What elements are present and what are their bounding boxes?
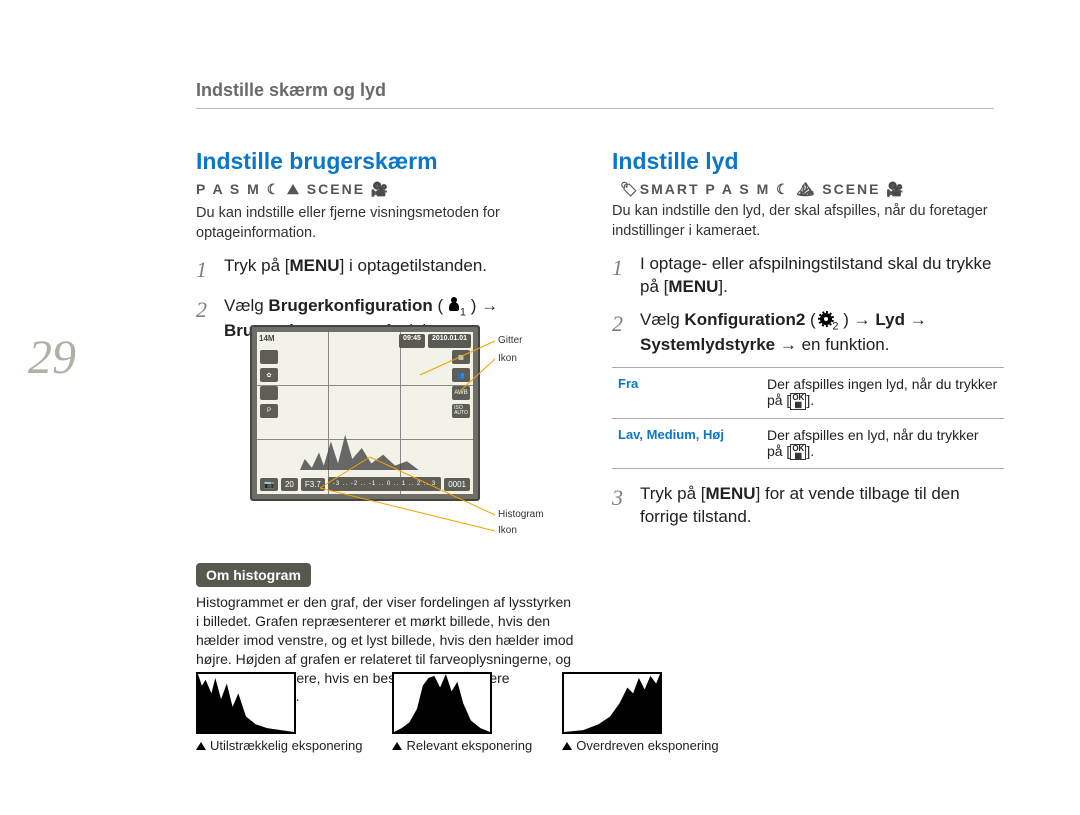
lcd-chip: 👥	[452, 368, 470, 382]
right-column: Indstille lyd 🏷SMART P A S M ☾ ⛰ SCENE 🎥…	[612, 148, 1004, 539]
lcd-histogram	[300, 426, 419, 470]
step-text: Tryk på [MENU] i optagetilstanden.	[224, 255, 576, 285]
gear-icon	[820, 313, 832, 325]
option-value: Der afspilles ingen lyd, når du trykker …	[761, 368, 1004, 418]
lcd-size: 14M	[259, 334, 275, 348]
histogram-examples: Utilstrækkelig eksponering Relevant eksp…	[196, 672, 719, 754]
right-intro: Du kan indstille den lyd, der skal afspi…	[612, 202, 1004, 241]
lcd-inner: 14M 09:45 2010.01.01 ✿ P ▦ 👥 AWB ISOAUTO	[257, 332, 473, 494]
callout-ikon2: Ikon	[498, 525, 517, 536]
step-number: 1	[612, 253, 640, 299]
step-text: I optage- eller afspilningstilstand skal…	[640, 253, 1004, 299]
histogram-box	[392, 672, 492, 734]
right-title: Indstille lyd	[612, 148, 739, 175]
option-key: Fra	[612, 368, 761, 418]
right-step-2: 2 Vælg Konfiguration2 ( 2 ) → Lyd → Syst…	[612, 309, 1004, 357]
lcd-exposure-scale: -3 .. -2 .. -1 .. 0 .. 1 .. 2 .. 3	[328, 477, 441, 491]
option-value: Der afspilles en lyd, når du trykker på …	[761, 418, 1004, 468]
lcd-left-icons: ✿ P	[260, 350, 278, 418]
header-divider	[196, 108, 994, 109]
sound-options-table: Fra Der afspilles ingen lyd, når du tryk…	[612, 367, 1004, 469]
histogram-caption: Utilstrækkelig eksponering	[196, 738, 362, 754]
lcd-chip	[260, 350, 278, 364]
histogram-caption: Relevant eksponering	[392, 738, 532, 754]
lcd-fnumber: F3.7	[301, 478, 325, 491]
table-row: Fra Der afspilles ingen lyd, når du tryk…	[612, 368, 1004, 418]
histogram-example: Overdreven eksponering	[562, 672, 718, 754]
lcd-cam-icon: 📷	[260, 478, 278, 491]
step-number: 2	[196, 295, 224, 343]
right-step-3: 3 Tryk på [MENU] for at vende tilbage ti…	[612, 483, 1004, 529]
callout-gitter: Gitter	[498, 335, 522, 346]
right-step-1: 1 I optage- eller afspilningstilstand sk…	[612, 253, 1004, 299]
left-intro: Du kan indstille eller fjerne visningsme…	[196, 204, 576, 243]
person-icon	[448, 297, 460, 311]
histogram-example: Relevant eksponering	[392, 672, 532, 754]
lcd-count: 0001	[444, 478, 470, 491]
option-key: Lav, Medium, Høj	[612, 418, 761, 468]
histogram-box	[196, 672, 296, 734]
histogram-example: Utilstrækkelig eksponering	[196, 672, 362, 754]
ok-icon: OK▦	[790, 393, 806, 409]
step-text: Tryk på [MENU] for at vende tilbage til …	[640, 483, 1004, 529]
lcd-chip: ✿	[260, 368, 278, 382]
table-row: Lav, Medium, Høj Der afspilles en lyd, n…	[612, 418, 1004, 468]
callout-ikon: Ikon	[498, 353, 517, 364]
left-title: Indstille brugerskærm	[196, 148, 576, 175]
step-number: 1	[196, 255, 224, 285]
ok-icon: OK▦	[790, 444, 806, 460]
step-number: 3	[612, 483, 640, 529]
step-text: Vælg Konfiguration2 ( 2 ) → Lyd → System…	[640, 309, 1004, 357]
lcd-shutter: 20	[281, 478, 298, 491]
lcd-time: 09:45	[399, 334, 425, 348]
lcd-date: 2010.01.01	[428, 334, 471, 348]
lcd-chip	[260, 386, 278, 400]
lcd-chip: AWB	[452, 386, 470, 400]
camera-lcd-figure: 14M 09:45 2010.01.01 ✿ P ▦ 👥 AWB ISOAUTO	[250, 325, 510, 501]
left-modes: P A S M ☾ ⛰ SCENE 🎥	[196, 181, 390, 198]
step-number: 2	[612, 309, 640, 357]
page-number: 29	[28, 330, 76, 385]
lcd-chip: ▦	[452, 350, 470, 364]
lcd-right-icons: ▦ 👥 AWB ISOAUTO	[452, 350, 470, 418]
lcd-chip: P	[260, 404, 278, 418]
lcd-bottom-bar: 📷 20 F3.7 -3 .. -2 .. -1 .. 0 .. 1 .. 2 …	[260, 477, 470, 491]
camera-lcd: 14M 09:45 2010.01.01 ✿ P ▦ 👥 AWB ISOAUTO	[250, 325, 480, 501]
histogram-caption: Overdreven eksponering	[562, 738, 718, 754]
page-header: Indstille skærm og lyd	[196, 80, 386, 101]
lcd-chip: ISOAUTO	[452, 404, 470, 418]
left-step-1: 1 Tryk på [MENU] i optagetilstanden.	[196, 255, 576, 285]
right-modes: 🏷SMART P A S M ☾ ⛰ SCENE 🎥	[620, 181, 906, 198]
callout-histogram: Histogram	[498, 509, 544, 520]
about-histogram-label: Om histogram	[196, 563, 311, 587]
histogram-box	[562, 672, 662, 734]
